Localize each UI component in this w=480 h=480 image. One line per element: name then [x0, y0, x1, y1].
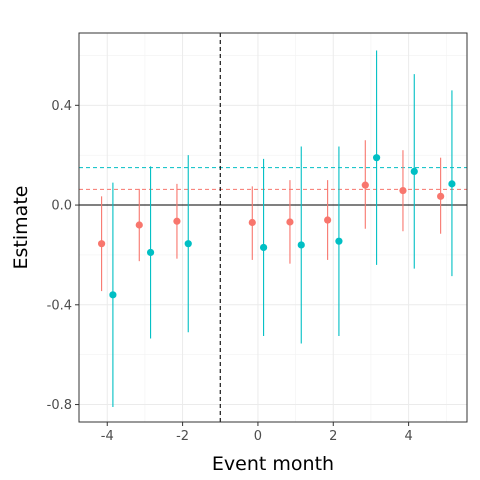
- x-tick-label: -4: [101, 429, 114, 444]
- axes: -4 -2 0 2 4 -0.8 -0.4 0.0 0.4: [47, 99, 413, 444]
- series-1-point: [146, 248, 155, 257]
- x-tick-label: 2: [329, 429, 337, 444]
- x-tick-label: -2: [176, 429, 189, 444]
- series-1-point: [372, 154, 381, 162]
- series-0-point: [135, 221, 143, 229]
- y-tick-label: 0.0: [51, 199, 72, 214]
- y-axis-title: Estimate: [10, 186, 32, 270]
- y-tick-label: 0.4: [51, 99, 72, 114]
- series-1-point: [109, 291, 117, 299]
- series-1-point: [448, 180, 456, 188]
- series-0-point: [173, 217, 181, 225]
- series-0-point: [98, 240, 106, 248]
- series-0-point: [324, 216, 332, 224]
- series-1-point: [259, 243, 268, 252]
- y-tick-label: -0.4: [47, 298, 72, 313]
- series-0-point: [361, 181, 369, 189]
- series-1-point: [184, 240, 192, 248]
- series-0-point: [437, 192, 445, 200]
- series-1-point: [410, 167, 418, 175]
- y-tick-label: -0.8: [47, 398, 72, 413]
- series-0-point: [248, 218, 256, 227]
- series-1-point: [297, 241, 305, 249]
- x-axis-title: Event month: [212, 453, 334, 475]
- data-layer: [98, 50, 456, 408]
- series-0-point: [286, 218, 294, 226]
- series-1-point: [335, 237, 343, 245]
- x-tick-label: 0: [254, 429, 262, 444]
- panel-border: [78, 32, 468, 423]
- x-tick-label: 4: [404, 429, 412, 444]
- series-0-point: [399, 186, 407, 195]
